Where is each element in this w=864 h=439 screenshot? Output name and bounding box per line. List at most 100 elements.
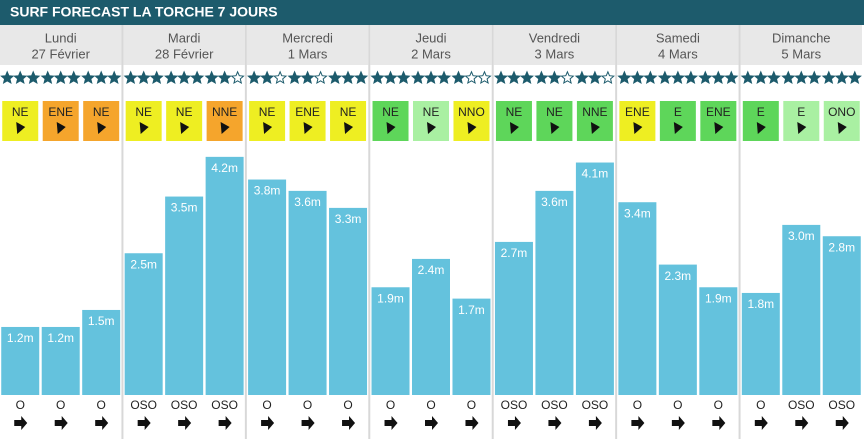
day-separator [368, 25, 371, 439]
wave-bar [329, 207, 368, 395]
wave-height-label: 4.1m [582, 167, 609, 181]
swell-arrow [261, 416, 275, 430]
swell-arrow [671, 416, 685, 430]
wind-arrow [509, 122, 519, 134]
wind-arrow [220, 122, 230, 134]
swell-direction: O [714, 398, 723, 412]
wind-box [206, 101, 243, 141]
star [643, 70, 658, 85]
star [340, 70, 356, 85]
wave-height-label: 3.6m [541, 195, 568, 209]
widget-title: SURF FORECAST LA TORCHE 7 JOURS [10, 4, 278, 20]
wave-bar [124, 253, 163, 395]
swell-arrow [218, 416, 232, 430]
star [396, 70, 411, 85]
swell-direction: O [426, 398, 435, 412]
swell-direction: O [56, 398, 65, 412]
star-rating [821, 70, 862, 85]
wave-height-label: 3.3m [335, 212, 362, 226]
wave-height-label: 1.9m [705, 291, 732, 305]
wave-bar [699, 287, 738, 395]
star [217, 70, 232, 85]
swell-arrow [795, 416, 809, 430]
star [698, 70, 713, 85]
star [81, 70, 96, 85]
star-rating [410, 70, 452, 85]
star [711, 70, 726, 85]
wind-arrow [550, 122, 560, 134]
wind-arrow [263, 122, 273, 134]
wave-bar [494, 241, 533, 395]
wind-direction: NE [546, 105, 563, 119]
swell-arrow [137, 416, 151, 430]
star-rating [123, 70, 164, 85]
swell-direction: O [386, 398, 395, 412]
wave-bar [535, 190, 574, 395]
wind-arrow [97, 122, 107, 134]
star-rating [698, 70, 739, 85]
star [477, 70, 492, 85]
wind-direction: E [797, 105, 805, 119]
wind-box [289, 101, 326, 141]
wave-bar [165, 196, 204, 395]
wind-direction: NE [340, 105, 357, 119]
wind-arrow [633, 122, 643, 134]
swell-direction: O [633, 398, 642, 412]
day-separator [615, 25, 618, 439]
swell-arrow [588, 416, 602, 430]
star [313, 70, 328, 85]
swell-direction: O [16, 398, 25, 412]
wind-box [330, 101, 367, 141]
star [781, 70, 796, 85]
star [0, 70, 15, 85]
star-rating [617, 70, 658, 85]
star [123, 70, 138, 85]
wind-direction: NNO [458, 105, 485, 119]
wave-bar [1, 326, 40, 395]
star-rating [204, 70, 245, 85]
wave-bar [288, 190, 327, 395]
wind-direction: NE [423, 105, 440, 119]
wave-bar [658, 264, 697, 395]
wave-bar [575, 162, 614, 395]
swell-direction: OSO [788, 398, 815, 412]
star-rating [163, 70, 205, 85]
wind-direction: ONO [828, 105, 855, 119]
swell-arrow [631, 416, 645, 430]
star [189, 70, 205, 85]
star [246, 70, 262, 85]
star [53, 70, 68, 85]
wave-bar [371, 287, 410, 395]
swell-direction: OSO [501, 398, 528, 412]
swell-arrow [301, 416, 315, 430]
wind-arrow [56, 122, 66, 134]
wave-height-label: 4.2m [211, 161, 238, 175]
star [40, 70, 55, 85]
swell-direction: O [303, 398, 312, 412]
star [423, 70, 439, 85]
swell-arrow [835, 416, 849, 430]
wind-direction: NNE [582, 105, 607, 119]
wind-direction: NNE [212, 105, 237, 119]
star [630, 70, 645, 85]
star-rating [493, 70, 535, 85]
swell-direction: O [756, 398, 765, 412]
wind-direction: ENE [706, 105, 731, 119]
wave-height-label: 3.6m [294, 195, 321, 209]
swell-arrow [95, 416, 109, 430]
star [493, 70, 509, 85]
day-date: 2 Mars [411, 46, 451, 61]
star [13, 70, 28, 85]
wind-direction: NE [12, 105, 29, 119]
star-rating [370, 70, 411, 85]
wind-direction: NE [135, 105, 152, 119]
day-header-bg [617, 25, 739, 65]
wave-bar [41, 326, 80, 395]
wave-bar [782, 224, 821, 395]
wind-direction: NE [259, 105, 276, 119]
day-date: 27 Février [31, 46, 90, 61]
star [451, 70, 466, 85]
swell-arrow [548, 416, 562, 430]
wave-bar [248, 179, 287, 395]
